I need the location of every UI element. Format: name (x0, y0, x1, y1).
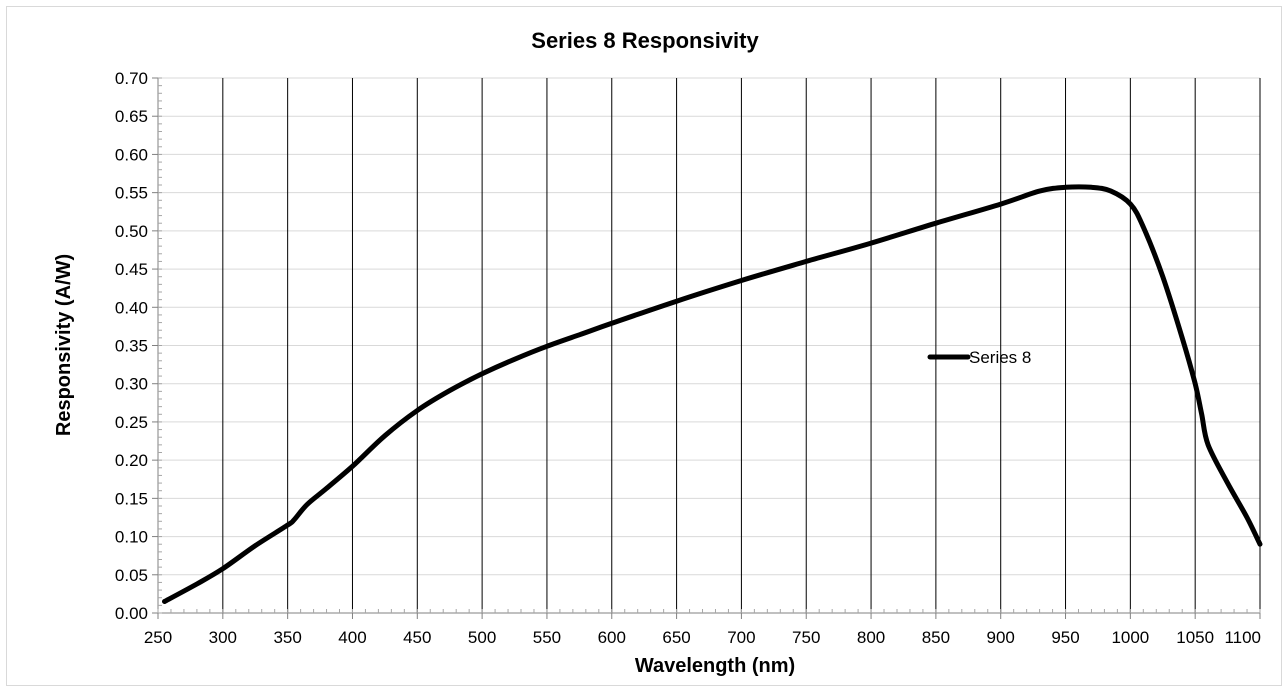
x-tick-label: 1050 (1176, 628, 1214, 647)
y-axis-label: Responsivity (A/W) (53, 254, 75, 436)
legend: Series 8 (927, 348, 1031, 367)
x-tick-label: 700 (727, 628, 755, 647)
y-tick-labels: 0.00 0.05 0.10 0.15 0.20 0.25 0.30 0.35 0.40 0.45… (115, 69, 148, 623)
series-group (162, 184, 1263, 604)
x-tick-label: 400 (338, 628, 366, 647)
gridlines (158, 77, 1261, 614)
legend-label: Series 8 (969, 348, 1031, 367)
x-tick-labels: 250 300 350 400 450 500 550 600 650 700 750 800 850 9… (144, 628, 1261, 647)
series-line (162, 184, 1263, 604)
x-tick-label: 300 (209, 628, 237, 647)
x-tick-label: 800 (857, 628, 885, 647)
x-tick-label: 550 (533, 628, 561, 647)
y-tick-label: 0.20 (115, 451, 148, 470)
y-tick-label: 0.05 (115, 566, 148, 585)
x-tick-label: 600 (598, 628, 626, 647)
x-tick-label: 350 (273, 628, 301, 647)
x-tick-label: 500 (468, 628, 496, 647)
y-tick-label: 0.30 (115, 375, 148, 394)
x-tick-label: 750 (792, 628, 820, 647)
x-tick-label: 900 (987, 628, 1015, 647)
x-tick-label: 950 (1051, 628, 1079, 647)
y-tick-label: 0.60 (115, 145, 148, 164)
y-tick-label: 0.70 (115, 69, 148, 88)
y-tick-label: 0.55 (115, 184, 148, 203)
y-tick-label: 0.40 (115, 298, 148, 317)
y-tick-label: 0.50 (115, 222, 148, 241)
x-tick-label: 1000 (1111, 628, 1149, 647)
chart-title: Series 8 Responsivity (531, 28, 759, 53)
x-axis-label: Wavelength (nm) (635, 655, 795, 677)
axes (152, 77, 1261, 619)
y-tick-label: 0.25 (115, 413, 148, 432)
x-tick-label: 450 (403, 628, 431, 647)
y-tick-label: 0.65 (115, 107, 148, 126)
x-tick-label: 250 (144, 628, 172, 647)
x-tick-label: 850 (922, 628, 950, 647)
y-tick-label: 0.45 (115, 260, 148, 279)
y-tick-label: 0.00 (115, 604, 148, 623)
y-tick-label: 0.10 (115, 528, 148, 547)
x-tick-label: 650 (662, 628, 690, 647)
y-tick-label: 0.15 (115, 489, 148, 508)
y-tick-label: 0.35 (115, 337, 148, 356)
x-tick-label: 1100 (1224, 628, 1261, 647)
